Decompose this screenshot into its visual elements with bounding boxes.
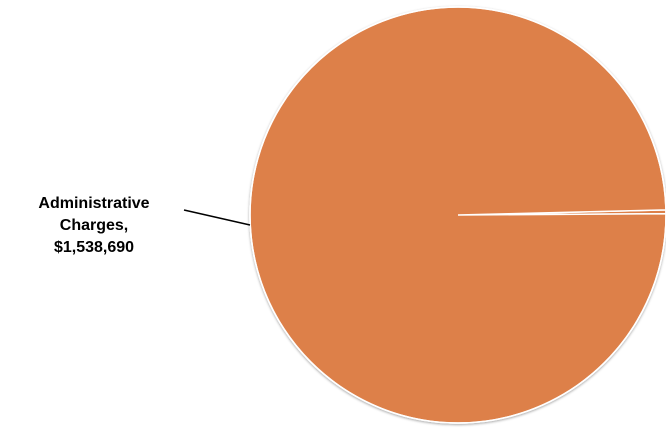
leader-line — [183, 209, 251, 226]
slice-label-name-line1: Administrative — [38, 195, 150, 212]
slice-label-name-line2: Charges, — [59, 217, 129, 234]
pie-outline — [249, 6, 666, 424]
pie-slice-administrative-charges — [249, 6, 666, 424]
pie-slices — [249, 6, 666, 424]
slice-label-value: $1,538,690 — [53, 239, 135, 256]
slice-label-administrative-charges: Administrative Charges, $1,538,690 — [8, 193, 180, 259]
